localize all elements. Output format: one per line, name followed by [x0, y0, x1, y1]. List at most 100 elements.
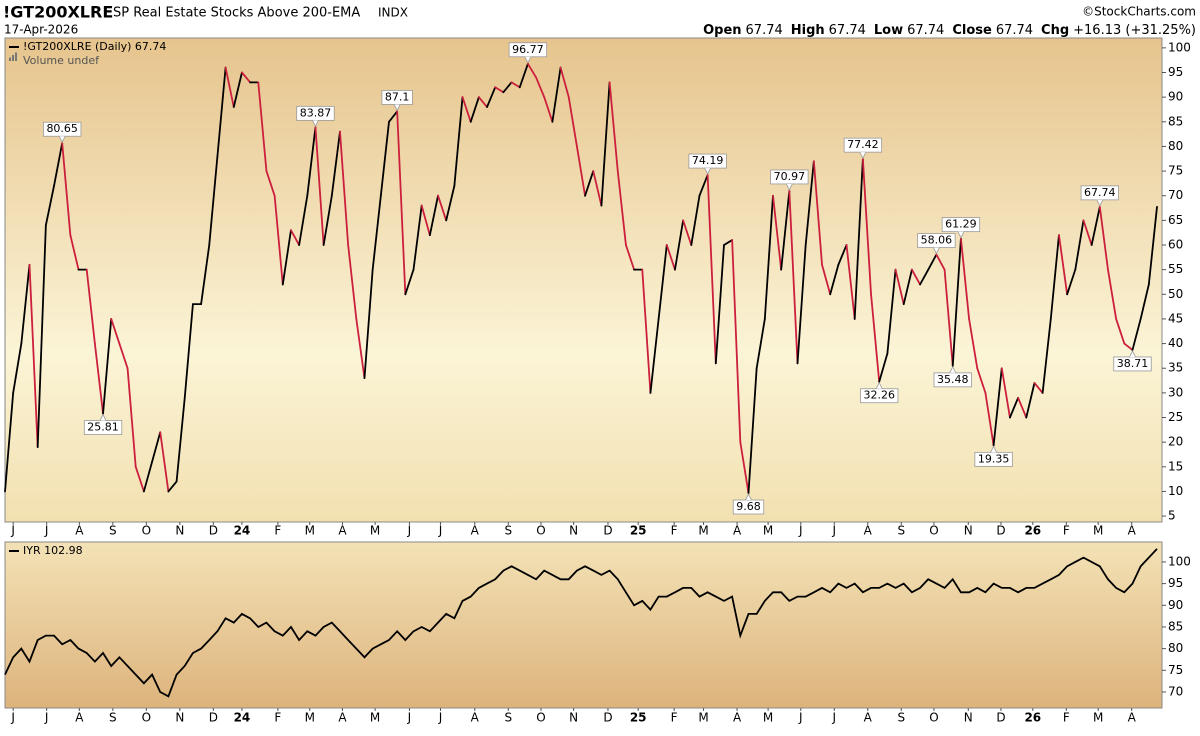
line-segment: [1000, 367, 1011, 419]
line-segment: [837, 244, 848, 266]
point-label-pointer: [312, 120, 319, 128]
point-label-text: 87.1: [385, 90, 410, 103]
y-tick-label: 85: [1168, 114, 1183, 128]
point-label-text: 83.87: [300, 106, 332, 119]
x-tick-label: 24: [234, 524, 251, 538]
x-tick-label: N: [175, 711, 184, 725]
point-label: 9.68: [732, 493, 765, 515]
description: SP Real Estate Stocks Above 200-EMA: [113, 6, 360, 21]
line-segment: [1017, 396, 1028, 419]
line-segment: [625, 244, 636, 271]
line-segment: [69, 234, 80, 271]
line-segment: [1058, 234, 1069, 296]
volume-note: Volume undef: [23, 54, 100, 67]
line-segment: [714, 244, 725, 365]
ohlc-value: 67.74: [907, 23, 944, 38]
point-label: 70.97: [770, 169, 809, 191]
x-tick-label: N: [175, 524, 184, 538]
line-segment: [919, 268, 930, 286]
ohlc-value: +16.13 (+31.25%): [1073, 23, 1196, 38]
point-label-pointer: [1096, 199, 1104, 207]
legend-text: !GT200XLRE (Daily) 67.74: [23, 40, 166, 53]
x-tick-label: A: [864, 524, 873, 538]
line-segment: [992, 367, 1003, 447]
line-segment: [85, 268, 96, 345]
x-tick-label: S: [504, 524, 512, 538]
x-tick-label: D: [209, 711, 218, 725]
line-segment: [224, 66, 235, 108]
x-tick-label: S: [504, 711, 512, 725]
line-segment: [428, 194, 439, 237]
point-label-text: 96.77: [512, 43, 544, 56]
line-segment: [298, 194, 309, 246]
x-tick-label: S: [897, 711, 905, 725]
line-segment: [788, 190, 799, 365]
y-tick-label: 75: [1168, 164, 1183, 178]
line-segment: [232, 71, 243, 108]
line-segment: [290, 229, 301, 246]
point-label: 67.74: [1080, 185, 1119, 207]
line-segment: [878, 352, 889, 383]
point-label-text: 58.06: [921, 234, 953, 247]
x-tick-label: N: [569, 524, 578, 538]
x-tick-label: A: [75, 524, 84, 538]
x-tick-label: J: [10, 711, 15, 725]
point-label-pointer: [393, 104, 401, 112]
line-segment: [265, 170, 276, 197]
x-tick-label: M: [763, 524, 773, 538]
line-segment: [330, 130, 341, 197]
line-segment: [706, 174, 717, 365]
y-tick-label: 100: [1168, 554, 1191, 568]
y-tick-label: 75: [1168, 663, 1183, 677]
point-label: 80.65: [43, 121, 82, 144]
line-segment: [118, 342, 129, 370]
x-tick-label: A: [1128, 711, 1137, 725]
line-segment: [780, 190, 791, 271]
y-tick-label: 35: [1168, 361, 1183, 375]
line-segment: [902, 268, 913, 306]
line-segment: [1115, 318, 1126, 345]
line-segment: [486, 86, 497, 108]
line-segment: [951, 237, 962, 367]
point-label-pointer: [785, 183, 793, 191]
point-label: 25.81: [83, 413, 123, 435]
line-segment: [28, 263, 39, 448]
x-tick-label: J: [438, 711, 443, 725]
line-segment: [1123, 342, 1134, 351]
line-segment: [616, 170, 627, 246]
line-segment: [1147, 205, 1158, 286]
x-tick-label: 26: [1024, 524, 1041, 538]
point-label: 74.19: [688, 153, 727, 175]
point-label: 96.77: [508, 42, 548, 64]
line-segment: [437, 194, 448, 222]
line-segment: [281, 229, 292, 286]
line-segment: [1074, 219, 1085, 271]
point-label-text: 67.74: [1084, 186, 1116, 199]
x-tick-label: M: [1093, 711, 1103, 725]
line-segment: [812, 160, 823, 266]
y-tick-label: 20: [1168, 435, 1183, 449]
series: [4, 548, 1158, 698]
line-segment: [804, 160, 815, 246]
date: 17-Apr-2026: [4, 23, 78, 37]
point-label: 61.29: [941, 217, 981, 239]
x-tick-label: D: [996, 524, 1005, 538]
x-tick-label: S: [897, 524, 905, 538]
line-segment: [927, 253, 938, 271]
line-segment: [698, 174, 709, 197]
line-segment: [110, 318, 121, 345]
x-tick-label: J: [438, 524, 443, 538]
x-tick-label: D: [209, 524, 218, 538]
point-label-pointer: [875, 381, 883, 389]
line-segment: [1139, 283, 1150, 320]
ohlc-value: 67.74: [829, 23, 866, 38]
line-segment: [543, 96, 554, 123]
y-tick-label: 10: [1168, 484, 1183, 498]
line-segment: [167, 480, 178, 493]
line-segment: [739, 441, 750, 494]
y-tick-label: 95: [1168, 576, 1183, 590]
line-segment: [910, 268, 921, 286]
line-segment: [796, 244, 807, 365]
line-segment: [502, 81, 513, 94]
line-segment: [314, 126, 325, 246]
